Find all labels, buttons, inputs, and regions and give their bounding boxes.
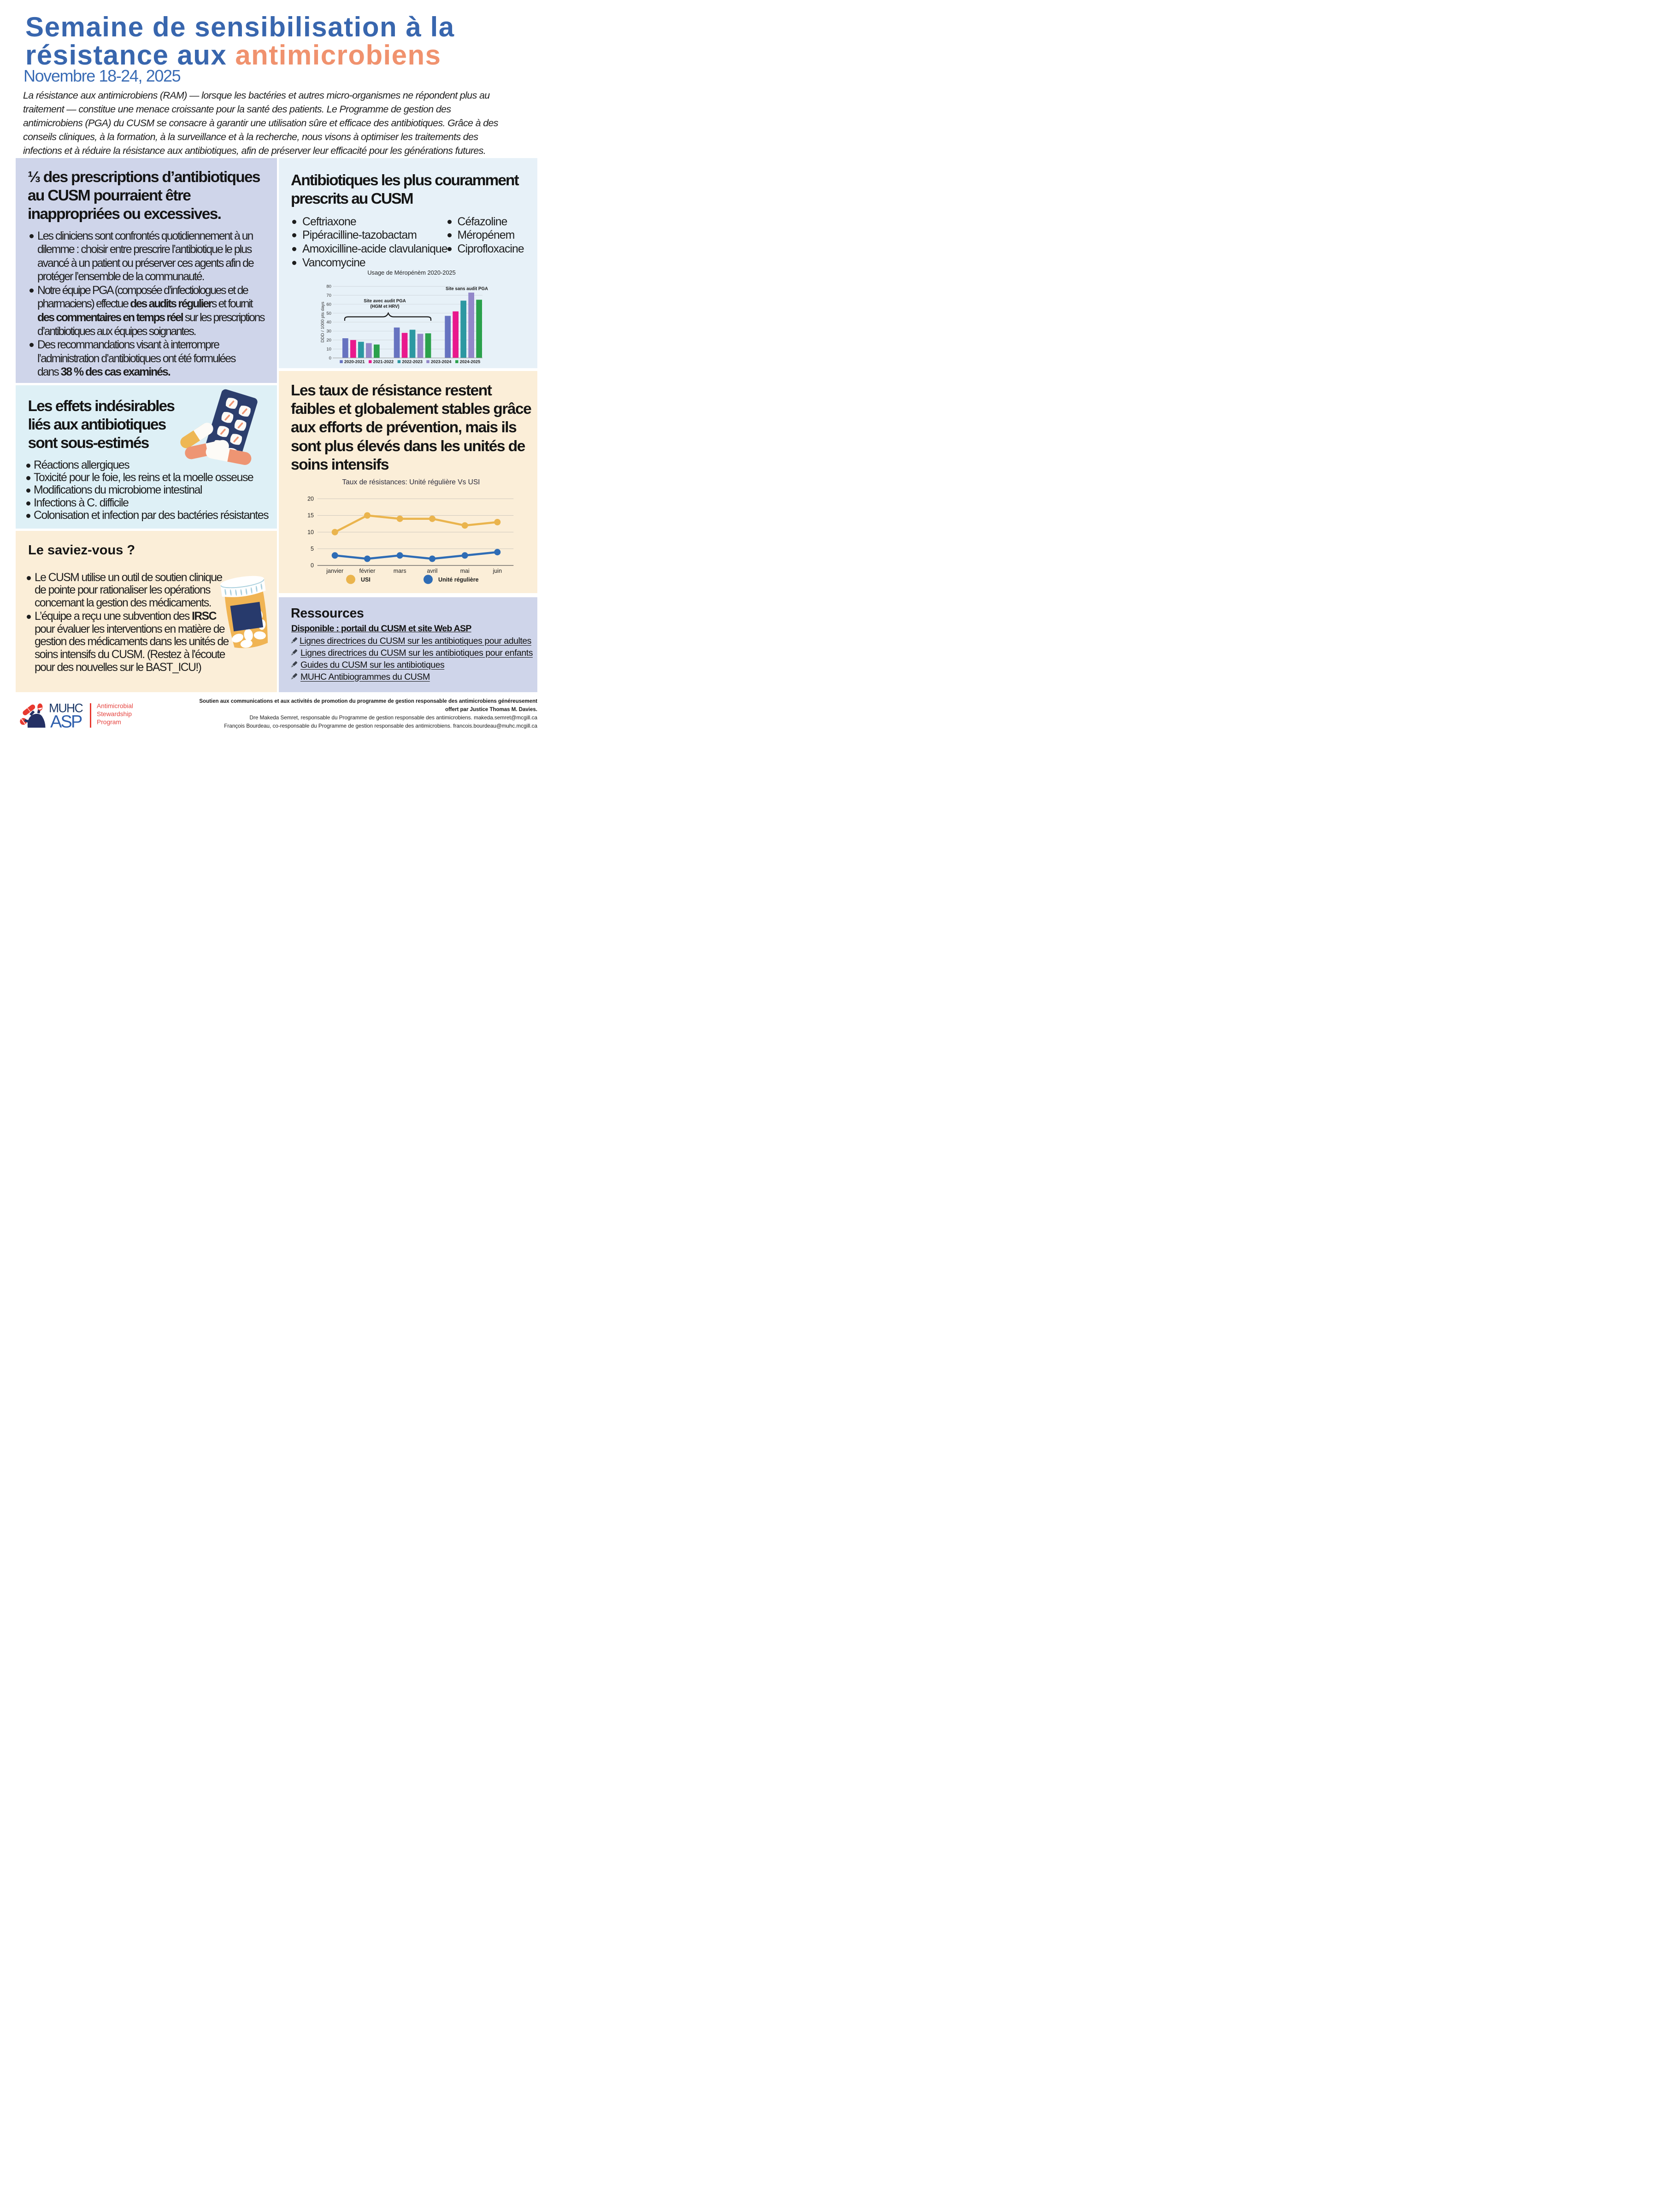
svg-text:MUHC: MUHC [49,701,83,715]
svg-text:70: 70 [326,293,331,298]
svg-text:juin: juin [493,568,502,574]
svg-text:30: 30 [326,329,331,334]
svg-text:80: 80 [326,284,331,289]
svg-text:60: 60 [326,302,331,307]
svg-text:10: 10 [307,529,314,535]
svg-text:Site sans audit PGA: Site sans audit PGA [446,286,488,291]
svg-text:50: 50 [326,311,331,316]
svg-text:ASP: ASP [50,712,82,732]
svg-text:Antimicrobial: Antimicrobial [97,703,133,710]
svg-text:0: 0 [311,562,314,569]
svg-text:10: 10 [326,347,331,352]
svg-text:Stewardship: Stewardship [97,711,132,718]
svg-text:20: 20 [326,338,331,343]
svg-text:janvier: janvier [326,568,343,574]
svg-text:Usage de Méropénèm 2020-2025: Usage de Méropénèm 2020-2025 [367,269,455,276]
svg-text:40: 40 [326,320,331,325]
svg-text:2022-2023: 2022-2023 [402,359,422,364]
svg-text:0: 0 [329,355,331,360]
svg-text:2023-2024: 2023-2024 [431,359,452,364]
svg-text:2024-2025: 2024-2025 [460,359,480,364]
svg-text:USI: USI [361,577,371,583]
svg-text:mai: mai [460,568,470,574]
svg-text:Site avec audit PGA: Site avec audit PGA [364,299,406,304]
svg-text:avril: avril [427,568,438,574]
svg-text:5: 5 [311,546,314,552]
svg-text:20: 20 [307,496,314,502]
svg-text:février: février [359,568,376,574]
svg-text:2021-2022: 2021-2022 [373,359,394,364]
svg-text:Unité régulière: Unité régulière [438,577,479,583]
svg-text:mars: mars [394,568,406,574]
svg-text:15: 15 [307,512,314,519]
svg-text:Program: Program [97,719,121,726]
svg-text:Taux de résistances: Unité rég: Taux de résistances: Unité régulière Vs … [342,478,480,486]
svg-text:DDD / 1000 pts days: DDD / 1000 pts days [320,301,325,342]
svg-text:2020-2021: 2020-2021 [344,359,365,364]
svg-text:(HGM et HRV): (HGM et HRV) [370,304,399,309]
